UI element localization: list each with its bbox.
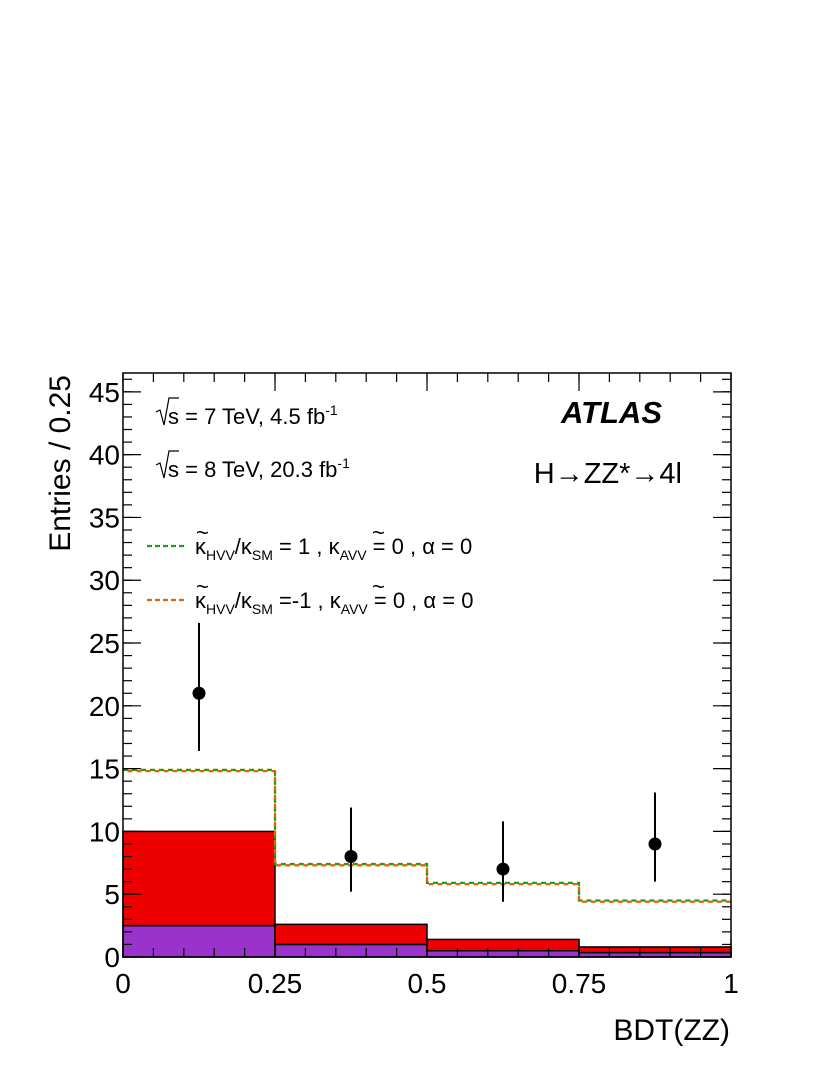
x-tick-label: 0.75 [552,968,607,999]
prediction-line-0 [123,768,731,902]
tilde-kappa-hvv: κ [195,534,207,559]
sub-avv: AVV [341,601,369,617]
y-axis-label: Entries / 0.25 [44,375,77,552]
sub-sm: SM [252,547,273,563]
data-points [192,622,662,902]
x-tick-label: 0.5 [408,968,447,999]
tilde-mark: ~ [372,520,385,545]
y-tick-label: 45 [89,377,120,408]
x-axis-label: BDT(ZZ) [613,1014,730,1047]
energy-text-7tev: s = 7 TeV, 4.5 fb [168,404,325,429]
stack-bar-1-bin-2 [426,938,580,952]
stack-bar-0-bin-1 [274,943,428,958]
legend-mid-text: = 1 , [273,534,329,559]
energy-sup-7tev: -1 [325,402,338,418]
sub-hvv: HVV [206,601,235,617]
y-tick-label: 0 [104,942,120,973]
sqrt-icon [155,450,179,479]
tilde-kappa-avv: κ [329,534,341,559]
svg-text:s = 7 TeV, 4.5 fb-1: s = 7 TeV, 4.5 fb-1 [168,402,338,429]
y-tick-label: 5 [104,879,120,910]
legend-entry-bsm: κHVV/κSM =-1 , κAVV = 0 , α = 0 ~ ~ [147,574,473,617]
stacked-histogram [122,830,732,958]
tilde-mark: ~ [196,574,209,599]
sub-hvv: HVV [206,547,235,563]
atlas-label: ATLAS [560,395,662,430]
stack-bar-1-bin-3 [578,946,732,954]
tilde-mark: ~ [372,574,385,599]
stack-bar-1-bin-1 [274,923,428,946]
svg-text:s = 8 TeV, 20.3 fb-1: s = 8 TeV, 20.3 fb-1 [168,455,350,482]
kappa-sm: /κ [235,534,253,559]
stack-bar-0-bin-2 [426,949,580,958]
legend-mid-text: =-1 , [273,588,330,613]
svg-text:κHVV/κSM =-1 , κAVV = 0 , α =: κHVV/κSM =-1 , κAVV = 0 , α = 0 [195,588,473,617]
kappa-sm: /κ [235,588,253,613]
sqrt-icon [155,397,179,426]
stack-bar-0-bin-0 [122,924,276,958]
stack-bar-1-bin-0 [122,830,276,927]
y-tick-label: 25 [89,628,120,659]
legend: κHVV/κSM = 1 , κAVV = 0 , α = 0 ~ ~ κHVV… [147,520,473,617]
process-label: H→ZZ*→4l [534,458,682,490]
sub-sm: SM [252,601,273,617]
energy-annotation-8tev: s = 8 TeV, 20.3 fb-1 [155,450,350,482]
data-point-2 [496,862,510,876]
energy-sup-8tev: -1 [337,455,350,471]
y-tick-label: 30 [89,565,120,596]
legend-entry-sm: κHVV/κSM = 1 , κAVV = 0 , α = 0 ~ ~ [147,520,472,563]
x-tick-label: 1 [723,968,739,999]
svg-text:κHVV/κSM = 1 , κAVV = 0 , α =: κHVV/κSM = 1 , κAVV = 0 , α = 0 [195,534,472,563]
data-point-0 [192,686,206,700]
y-tick-label: 35 [89,502,120,533]
y-tick-label: 20 [89,691,120,722]
legend-tail-text: = 0 , α = 0 [368,588,474,613]
sub-avv: AVV [340,547,368,563]
tilde-kappa-hvv: κ [195,588,207,613]
y-tick-label: 10 [89,816,120,847]
prediction-lines [123,768,731,903]
energy-annotation-7tev: s = 7 TeV, 4.5 fb-1 [155,397,338,429]
y-tick-label: 15 [89,754,120,785]
energy-text-8tev: s = 8 TeV, 20.3 fb [168,457,337,482]
data-point-3 [648,837,662,851]
tilde-kappa-avv: κ [330,588,342,613]
y-tick-label: 40 [89,440,120,471]
tilde-mark: ~ [196,520,209,545]
x-tick-label: 0.25 [248,968,303,999]
prediction-line-1 [123,769,731,903]
data-point-1 [344,850,358,864]
x-tick-label: 0 [115,968,131,999]
legend-tail-text: = 0 , α = 0 [367,534,473,559]
